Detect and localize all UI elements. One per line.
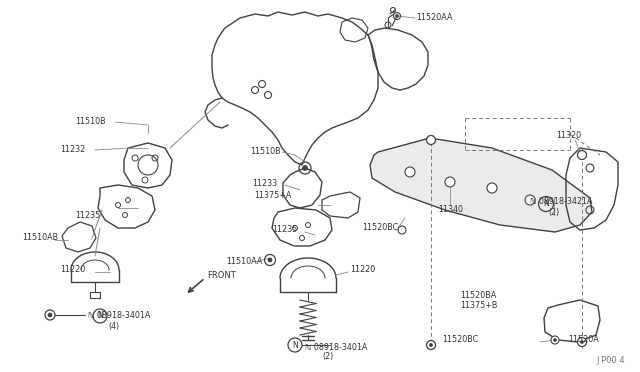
- Text: J P00 4: J P00 4: [596, 356, 625, 365]
- Circle shape: [303, 166, 307, 170]
- Text: 11520AA: 11520AA: [416, 13, 452, 22]
- Circle shape: [487, 183, 497, 193]
- Text: 11375+A: 11375+A: [254, 192, 291, 201]
- Text: 11220: 11220: [350, 266, 375, 275]
- Text: (2): (2): [548, 208, 559, 217]
- Text: 11232: 11232: [60, 145, 85, 154]
- Text: 11375+B: 11375+B: [460, 301, 497, 311]
- Circle shape: [580, 340, 584, 343]
- Text: 11520A: 11520A: [568, 336, 599, 344]
- Text: 11340: 11340: [438, 205, 463, 215]
- Circle shape: [48, 313, 52, 317]
- Text: 11220: 11220: [60, 266, 85, 275]
- Text: (2): (2): [322, 353, 333, 362]
- Text: 11235: 11235: [75, 211, 100, 219]
- Polygon shape: [370, 138, 592, 232]
- Circle shape: [426, 135, 435, 144]
- Circle shape: [268, 258, 272, 262]
- Circle shape: [554, 339, 557, 341]
- Circle shape: [551, 336, 559, 344]
- Text: 11510AB: 11510AB: [22, 234, 58, 243]
- Text: N: N: [97, 311, 103, 321]
- Text: 11510B: 11510B: [75, 118, 106, 126]
- Circle shape: [426, 340, 435, 350]
- Circle shape: [577, 151, 586, 160]
- Text: ℕ 08918-3401A: ℕ 08918-3401A: [88, 311, 150, 321]
- Text: N: N: [292, 340, 298, 350]
- Circle shape: [398, 226, 406, 234]
- Circle shape: [405, 167, 415, 177]
- Text: 11520BA: 11520BA: [460, 291, 496, 299]
- Text: N: N: [543, 199, 549, 208]
- Text: FRONT: FRONT: [207, 272, 236, 280]
- Text: 11233: 11233: [252, 180, 277, 189]
- Text: 11520BC: 11520BC: [442, 336, 478, 344]
- Text: 11510B: 11510B: [250, 148, 280, 157]
- Text: (4): (4): [108, 321, 119, 330]
- Text: 11320: 11320: [556, 131, 581, 140]
- Text: 11235: 11235: [272, 225, 297, 234]
- Circle shape: [577, 337, 586, 346]
- Text: ℕ 08918-3401A: ℕ 08918-3401A: [305, 343, 367, 352]
- Circle shape: [396, 15, 399, 17]
- Text: 11520BC: 11520BC: [362, 224, 398, 232]
- Circle shape: [445, 177, 455, 187]
- Text: 11510AA: 11510AA: [226, 257, 262, 266]
- Circle shape: [429, 343, 433, 346]
- Text: ℕ 08918-3421A: ℕ 08918-3421A: [530, 198, 593, 206]
- Circle shape: [525, 195, 535, 205]
